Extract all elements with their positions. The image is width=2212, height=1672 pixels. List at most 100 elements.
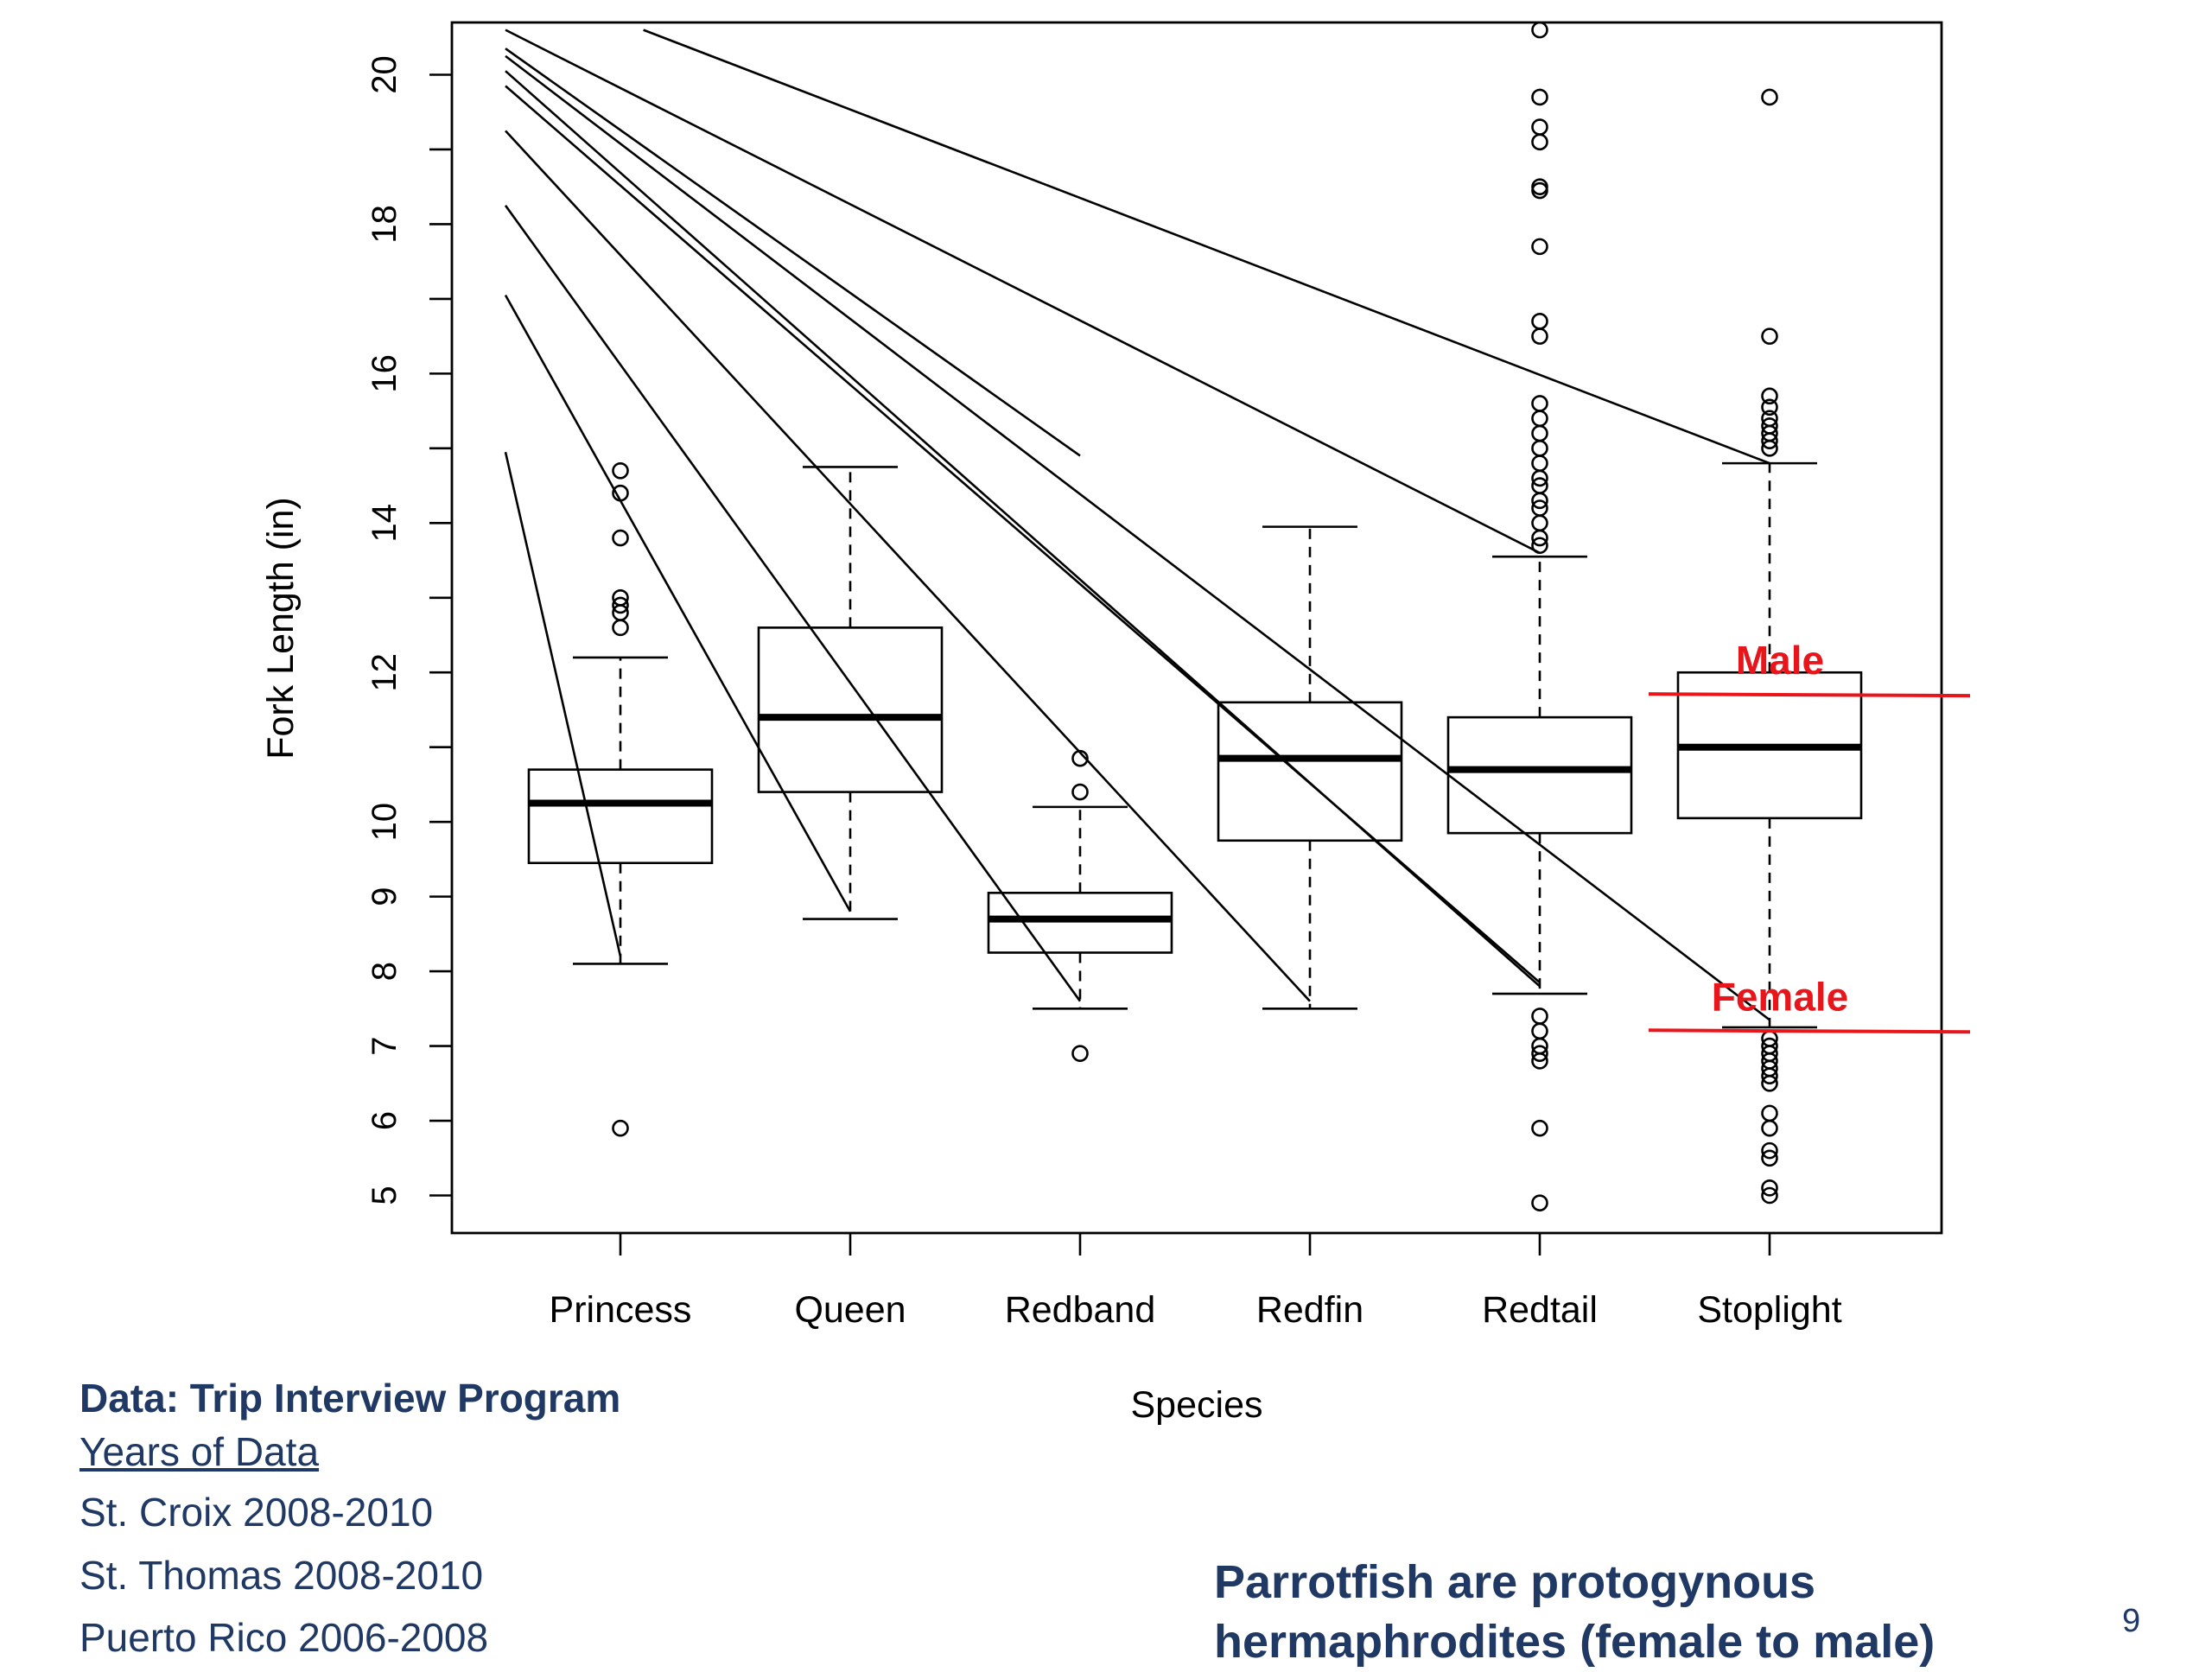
outlier-stoplight-21 xyxy=(1761,1179,1778,1197)
connector-line-2 xyxy=(504,294,852,912)
outlier-stoplight-9 xyxy=(1761,440,1778,457)
data-source-title: Data: Trip Interview Program xyxy=(79,1376,621,1421)
y-tick-label-10: 10 xyxy=(365,803,404,842)
box-queen xyxy=(757,466,944,920)
outlier-redtail-28 xyxy=(1531,1194,1548,1211)
outlier-redtail-23 xyxy=(1531,1022,1548,1040)
connector-line-10 xyxy=(643,29,1770,465)
outlier-stoplight-16 xyxy=(1761,1075,1778,1092)
y-tick-label-18: 18 xyxy=(365,205,404,244)
iqr-box-redtail xyxy=(1446,715,1633,835)
outlier-stoplight-20 xyxy=(1761,1149,1778,1167)
outlier-redtail-7 xyxy=(1531,238,1548,256)
outlier-redband-2 xyxy=(1071,783,1089,801)
outlier-redtail-9 xyxy=(1531,327,1548,345)
outlier-redtail-21 xyxy=(1531,537,1548,555)
iqr-box-redband xyxy=(987,892,1173,954)
y-tick-label-5: 5 xyxy=(365,1186,404,1205)
outlier-stoplight-17 xyxy=(1761,1104,1778,1122)
outlier-stoplight-19 xyxy=(1761,1141,1778,1160)
outlier-redtail-4 xyxy=(1531,133,1548,151)
outlier-redtail-25 xyxy=(1531,1045,1548,1063)
box-redtail xyxy=(1446,21,1633,1211)
box-redband xyxy=(987,749,1173,1063)
x-tick-label-queen: Queen xyxy=(794,1289,906,1331)
outlier-princess-3 xyxy=(612,529,629,547)
y-tick-label-7: 7 xyxy=(365,1036,404,1055)
y-tick-label-12: 12 xyxy=(365,653,404,692)
x-tick-label-princess: Princess xyxy=(550,1289,692,1331)
outlier-stoplight-3 xyxy=(1761,387,1778,405)
y-tick-label-20: 20 xyxy=(365,55,404,94)
outlier-redtail-22 xyxy=(1531,1008,1548,1025)
y-tick-label-9: 9 xyxy=(365,887,404,906)
y-axis-label: Fork Length (in) xyxy=(260,497,302,760)
outlier-stoplight-22 xyxy=(1761,1186,1778,1205)
outlier-redtail-1 xyxy=(1531,21,1548,39)
plot-frame xyxy=(450,21,1943,1235)
outlier-redtail-14 xyxy=(1531,455,1548,472)
y-tick-label-16: 16 xyxy=(365,354,404,393)
outlier-redtail-12 xyxy=(1531,424,1548,442)
years-of-data-heading: Years of Data xyxy=(79,1429,320,1474)
connector-line-7 xyxy=(505,54,1770,1021)
y-tick-label-14: 14 xyxy=(365,504,404,543)
years-line-st-croix: St. Croix 2008-2010 xyxy=(79,1490,434,1535)
outlier-redtail-19 xyxy=(1531,514,1548,532)
years-line-puerto-rico: Puerto Rico 2006-2008 xyxy=(79,1615,489,1660)
outlier-redtail-17 xyxy=(1531,492,1548,510)
x-axis-label: Species xyxy=(1131,1384,1263,1426)
protogynous-note: Parrotfish are protogynous hermaphrodite… xyxy=(1214,1553,1935,1672)
page-number: 9 xyxy=(2122,1603,2141,1639)
outlier-redtail-13 xyxy=(1531,440,1548,457)
outlier-redtail-20 xyxy=(1531,529,1548,547)
annotations: Male Female xyxy=(1648,638,1971,1034)
threshold-line-male xyxy=(1648,692,1971,698)
outlier-stoplight-8 xyxy=(1761,432,1778,449)
outlier-princess-1 xyxy=(612,461,629,480)
iqr-box-queen xyxy=(757,626,944,793)
connector-line-4 xyxy=(505,130,1311,1002)
x-tick-label-redtail: Redtail xyxy=(1482,1289,1598,1331)
outlier-redtail-8 xyxy=(1531,313,1548,330)
connector-line-1 xyxy=(504,451,622,957)
x-tick-label-redfin: Redfin xyxy=(1256,1289,1363,1331)
connector-line-9 xyxy=(505,29,1541,555)
box-stoplight xyxy=(1676,88,1863,1205)
iqr-box-princess xyxy=(527,768,714,865)
outlier-redtail-10 xyxy=(1531,395,1548,412)
outlier-redtail-2 xyxy=(1531,88,1548,106)
connector-line-6 xyxy=(505,70,1541,988)
axes: 5 6 7 8 9 10 12 14 16 18 20 Princess Queen Redband Red… xyxy=(260,21,1943,1426)
outlier-stoplight-18 xyxy=(1761,1119,1778,1137)
outlier-stoplight-15 xyxy=(1761,1067,1778,1084)
outlier-redband-1 xyxy=(1071,749,1089,767)
outlier-redband-3 xyxy=(1071,1045,1089,1063)
outlier-redtail-6 xyxy=(1531,181,1548,200)
outlier-redtail-15 xyxy=(1531,469,1548,487)
outlier-princess-7 xyxy=(612,619,629,637)
y-tick-label-8: 8 xyxy=(365,962,404,981)
note-line-1: Parrotfish are protogynous xyxy=(1214,1556,1816,1608)
outlier-princess-2 xyxy=(612,484,629,502)
years-line-st-thomas: St. Thomas 2008-2010 xyxy=(79,1553,484,1598)
threshold-label-male: Male xyxy=(1736,638,1824,683)
outlier-redtail-26 xyxy=(1531,1052,1548,1070)
outlier-stoplight-4 xyxy=(1761,398,1778,416)
connector-lines xyxy=(504,29,1770,1021)
box-redfin xyxy=(1217,525,1403,1010)
outlier-stoplight-2 xyxy=(1761,327,1778,345)
threshold-label-female: Female xyxy=(1712,974,1849,1019)
outlier-redtail-11 xyxy=(1531,410,1548,428)
iqr-box-redfin xyxy=(1217,701,1403,842)
y-tick-label-6: 6 xyxy=(365,1111,404,1130)
x-tick-label-stoplight: Stoplight xyxy=(1697,1289,1841,1331)
connector-line-8 xyxy=(505,48,1081,457)
box-group xyxy=(527,21,1863,1211)
outlier-redtail-3 xyxy=(1531,118,1548,136)
box-princess xyxy=(527,461,714,1137)
connector-line-3 xyxy=(504,205,1082,1002)
note-line-2: hermaphrodites (female to male) xyxy=(1214,1616,1936,1668)
threshold-line-female xyxy=(1648,1028,1971,1034)
